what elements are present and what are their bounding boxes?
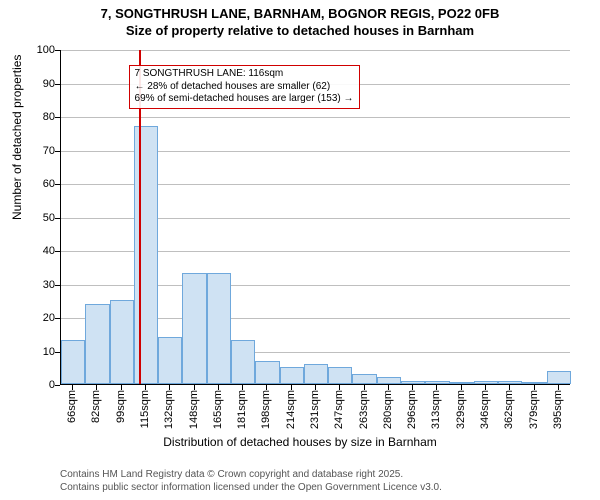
histogram-bar	[182, 273, 206, 384]
footer-line-2: Contains public sector information licen…	[60, 482, 442, 495]
callout-box: 7 SONGTHRUSH LANE: 116sqm ← 28% of detac…	[129, 65, 360, 109]
ytick-mark	[55, 251, 60, 252]
xtick-label: 296sqm	[406, 390, 418, 429]
histogram-bar	[425, 381, 449, 384]
title-line-2: Size of property relative to detached ho…	[0, 23, 600, 40]
ytick-label: 100	[25, 44, 55, 56]
y-axis-label: Number of detached properties	[10, 55, 24, 220]
histogram-bar	[134, 126, 158, 384]
histogram-bar	[85, 304, 109, 384]
ytick-mark	[55, 385, 60, 386]
ytick-mark	[55, 84, 60, 85]
histogram-bar	[352, 374, 376, 384]
callout-line-3: 69% of semi-detached houses are larger (…	[135, 93, 354, 106]
ytick-mark	[55, 285, 60, 286]
xtick-label: 181sqm	[236, 390, 248, 429]
histogram-bar	[110, 300, 134, 384]
xtick-label: 247sqm	[333, 390, 345, 429]
gridline	[61, 50, 570, 51]
xtick-label: 148sqm	[188, 390, 200, 429]
xtick-label: 132sqm	[163, 390, 175, 429]
ytick-mark	[55, 318, 60, 319]
ytick-label: 10	[25, 346, 55, 358]
xtick-label: 379sqm	[528, 390, 540, 429]
histogram-bar	[61, 340, 85, 384]
histogram-bar	[280, 367, 304, 384]
ytick-label: 30	[25, 279, 55, 291]
histogram-bar	[158, 337, 182, 384]
histogram-bar	[304, 364, 328, 384]
gridline	[61, 117, 570, 118]
ytick-mark	[55, 151, 60, 152]
x-axis-label: Distribution of detached houses by size …	[0, 435, 600, 449]
ytick-label: 0	[25, 379, 55, 391]
plot-region: 7 SONGTHRUSH LANE: 116sqm ← 28% of detac…	[60, 50, 570, 385]
xtick-label: 329sqm	[455, 390, 467, 429]
xtick-label: 263sqm	[358, 390, 370, 429]
callout-line-2: ← 28% of detached houses are smaller (62…	[135, 81, 354, 94]
xtick-label: 66sqm	[66, 390, 78, 423]
xtick-label: 346sqm	[479, 390, 491, 429]
chart-area: 7 SONGTHRUSH LANE: 116sqm ← 28% of detac…	[60, 50, 570, 385]
ytick-mark	[55, 218, 60, 219]
chart-title: 7, SONGTHRUSH LANE, BARNHAM, BOGNOR REGI…	[0, 0, 600, 40]
ytick-mark	[55, 117, 60, 118]
histogram-bar	[231, 340, 255, 384]
xtick-label: 231sqm	[309, 390, 321, 429]
xtick-label: 214sqm	[285, 390, 297, 429]
histogram-bar	[474, 381, 498, 384]
ytick-label: 90	[25, 78, 55, 90]
footer-attribution: Contains HM Land Registry data © Crown c…	[60, 469, 442, 494]
ytick-mark	[55, 352, 60, 353]
title-line-1: 7, SONGTHRUSH LANE, BARNHAM, BOGNOR REGI…	[0, 6, 600, 23]
histogram-bar	[547, 371, 571, 384]
ytick-label: 20	[25, 312, 55, 324]
xtick-label: 198sqm	[260, 390, 272, 429]
xtick-label: 395sqm	[552, 390, 564, 429]
ytick-mark	[55, 184, 60, 185]
xtick-label: 99sqm	[115, 390, 127, 423]
ytick-label: 50	[25, 212, 55, 224]
histogram-bar	[450, 382, 474, 384]
histogram-bar	[207, 273, 231, 384]
xtick-label: 362sqm	[503, 390, 515, 429]
histogram-bar	[401, 381, 425, 384]
footer-line-1: Contains HM Land Registry data © Crown c…	[60, 469, 442, 482]
histogram-bar	[498, 381, 522, 384]
xtick-label: 82sqm	[90, 390, 102, 423]
ytick-mark	[55, 50, 60, 51]
histogram-bar	[328, 367, 352, 384]
xtick-label: 165sqm	[212, 390, 224, 429]
xtick-label: 280sqm	[382, 390, 394, 429]
ytick-label: 60	[25, 178, 55, 190]
ytick-label: 80	[25, 111, 55, 123]
callout-line-1: 7 SONGTHRUSH LANE: 116sqm	[135, 68, 354, 81]
xtick-label: 115sqm	[139, 390, 151, 428]
histogram-bar	[377, 377, 401, 384]
ytick-label: 70	[25, 145, 55, 157]
xtick-label: 313sqm	[430, 390, 442, 429]
histogram-bar	[255, 361, 279, 384]
ytick-label: 40	[25, 245, 55, 257]
histogram-bar	[522, 382, 546, 384]
